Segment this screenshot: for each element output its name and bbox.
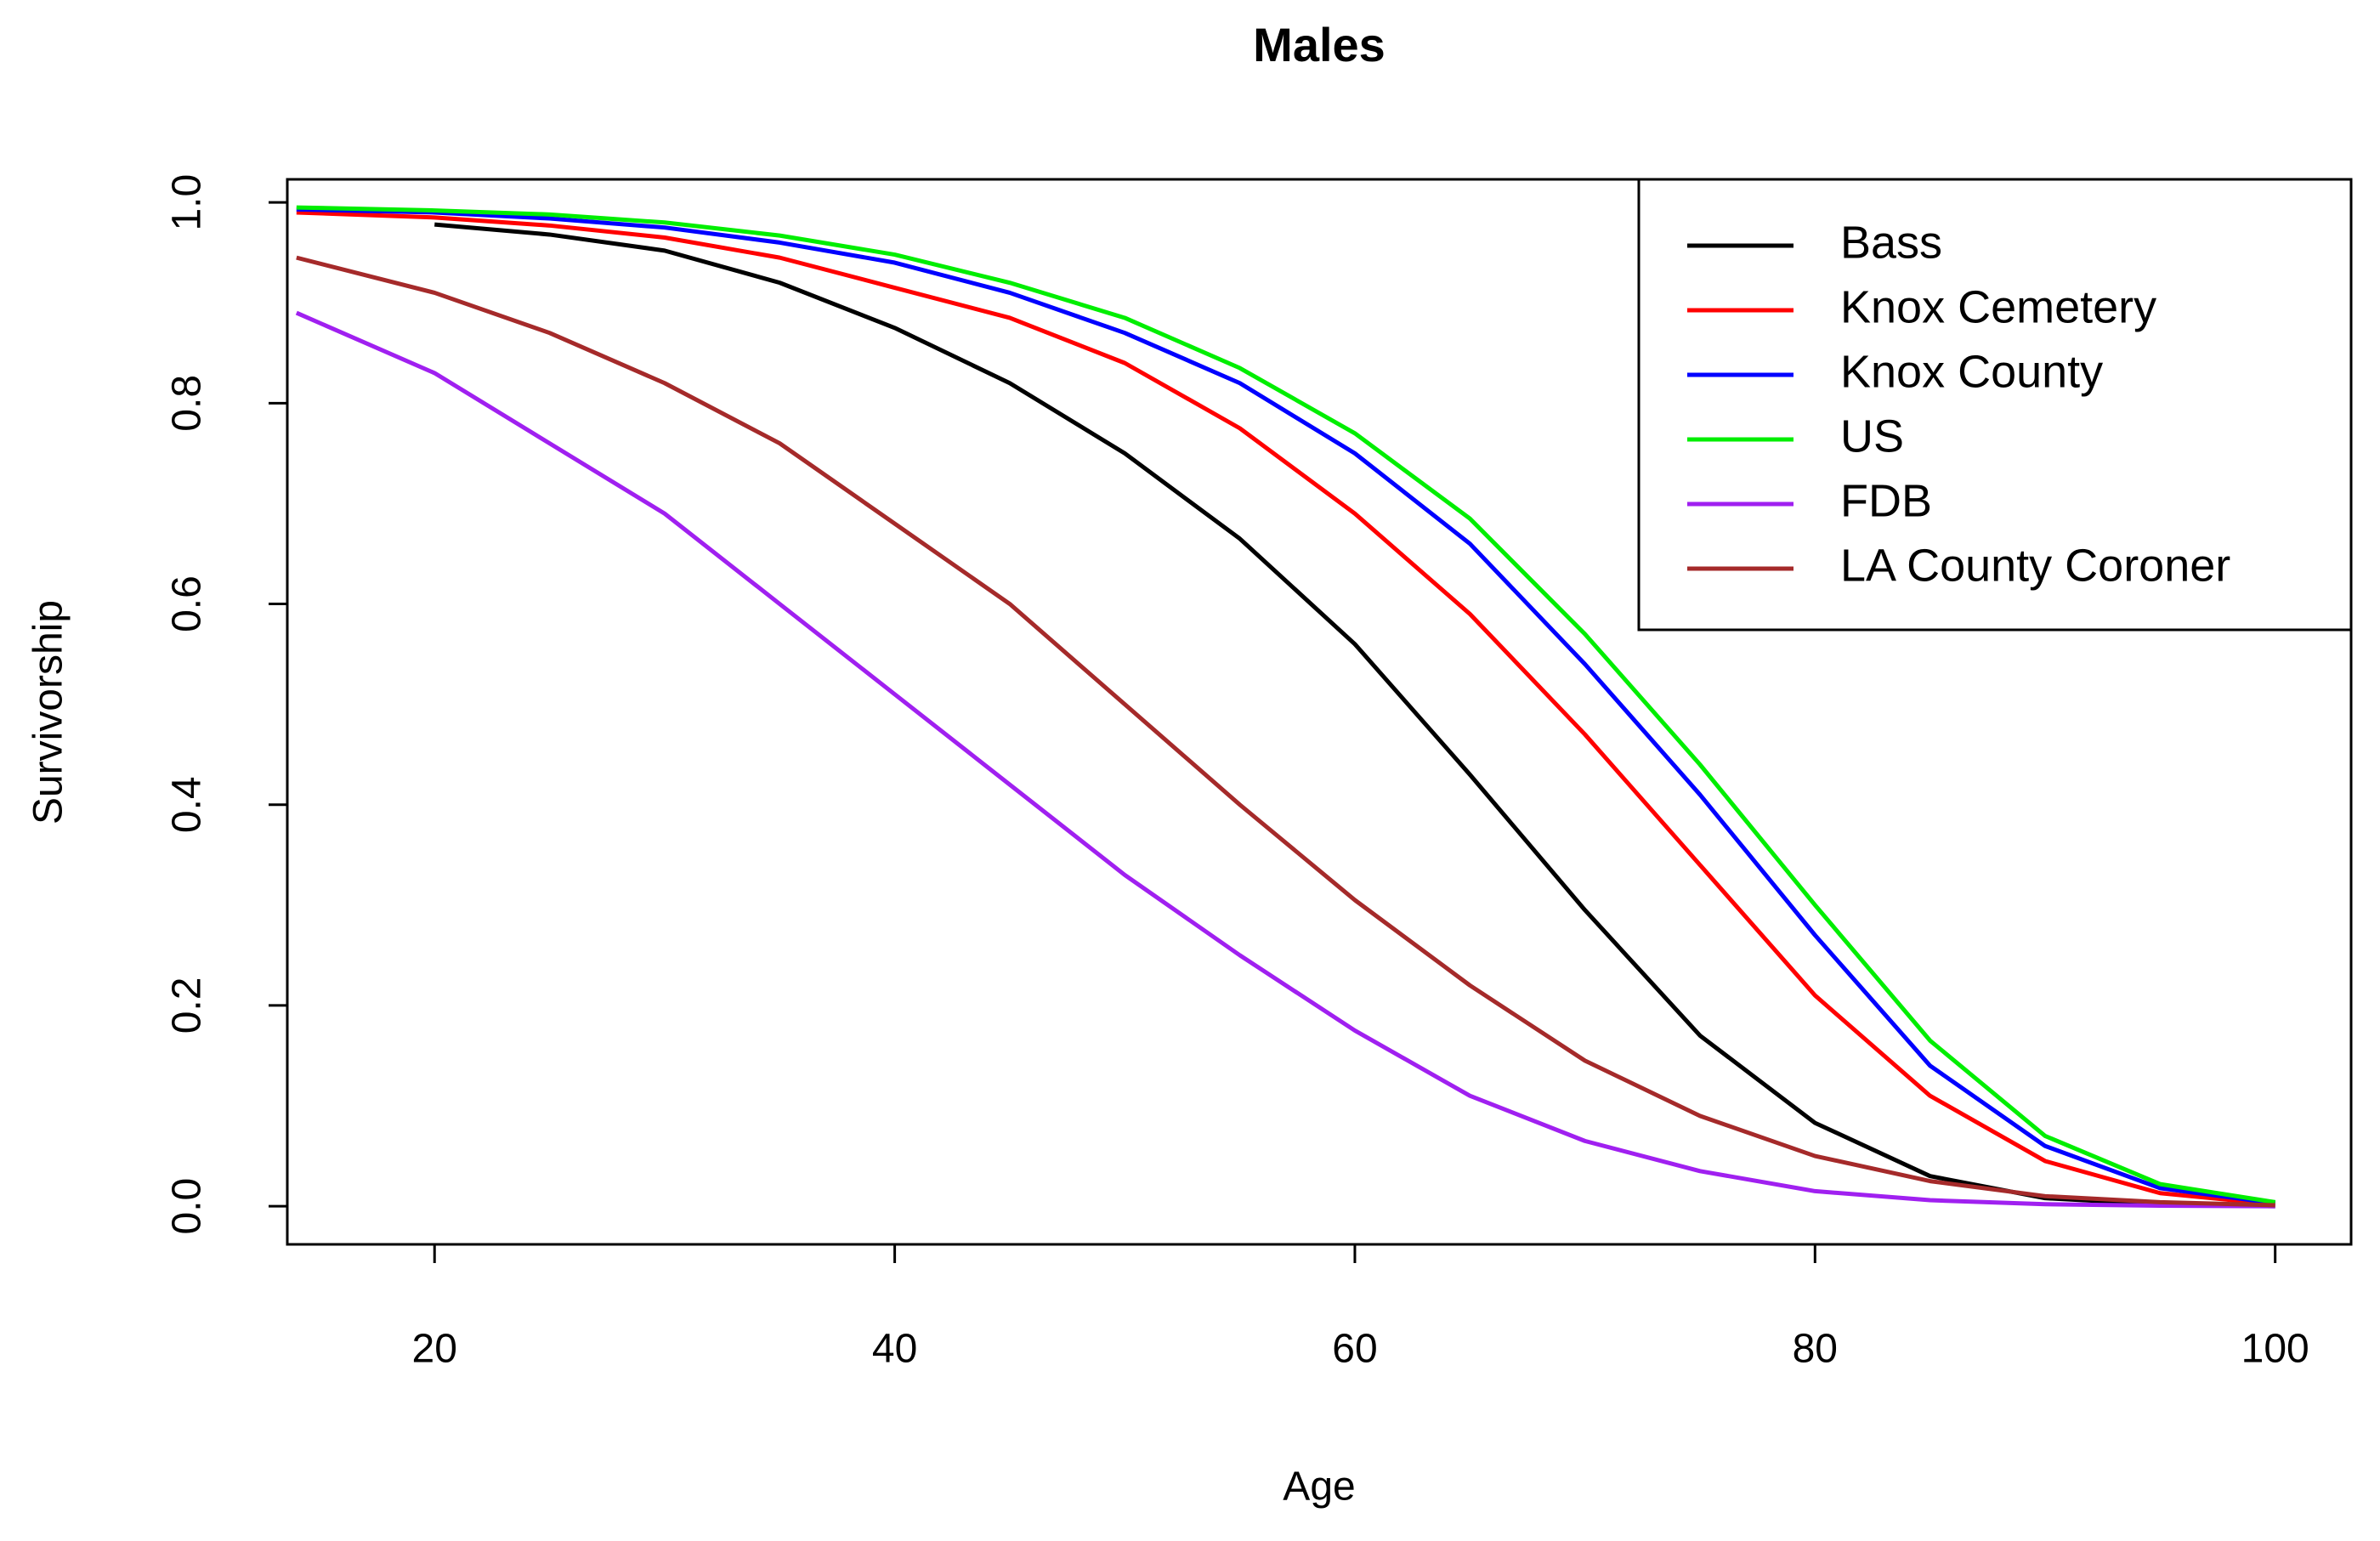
plot-frame: [286, 178, 2353, 1246]
legend-label: LA County Coroner: [1840, 540, 2230, 591]
x-tick-label: 20: [412, 1327, 457, 1372]
y-tick-label: 0.0: [165, 1178, 210, 1235]
x-tick-label: 80: [1793, 1327, 1838, 1372]
legend-box: [1637, 178, 2353, 632]
legend-label: FDB: [1840, 475, 1932, 526]
series-line: [296, 205, 2276, 1204]
y-tick-label: 0.4: [165, 776, 210, 833]
legend-label: Bass: [1840, 217, 1942, 268]
series-line: [296, 210, 2275, 1207]
chart-title: Males: [1253, 18, 1386, 71]
legend-label: Knox County: [1840, 346, 2103, 397]
x-tick-label: 100: [2241, 1327, 2309, 1372]
y-axis-label: Survivorship: [26, 600, 71, 824]
legend-label: Knox Cemetery: [1840, 281, 2156, 332]
y-tick-label: 0.8: [165, 375, 210, 432]
series-line: [295, 310, 2275, 1209]
y-tick-label: 1.0: [165, 174, 210, 231]
legend-label: US: [1840, 411, 1904, 462]
x-tick-label: 40: [872, 1327, 917, 1372]
series-line: [296, 255, 2275, 1208]
y-tick-label: 0.2: [165, 977, 210, 1034]
series-line: [296, 207, 2276, 1206]
x-tick-label: 60: [1332, 1327, 1377, 1372]
y-tick-label: 0.6: [165, 575, 210, 632]
series-line: [434, 222, 2275, 1209]
x-axis-label: Age: [1283, 1465, 1355, 1510]
